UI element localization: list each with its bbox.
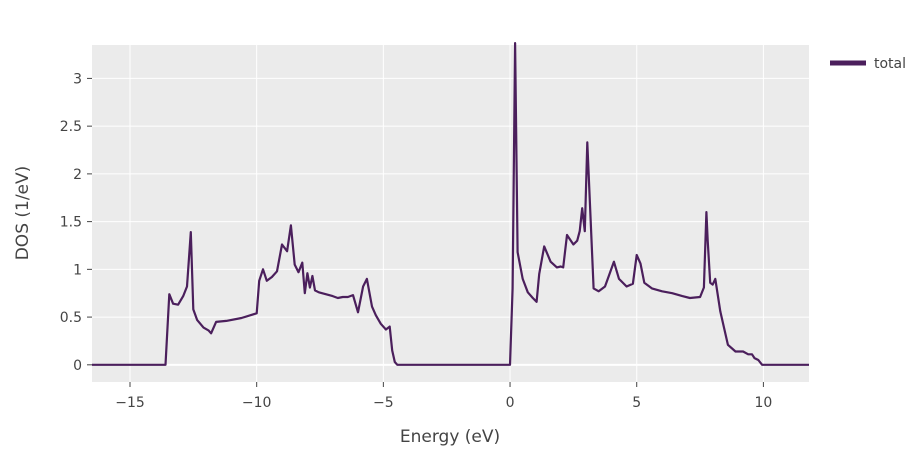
x-tick-label: 10 — [754, 395, 772, 411]
series-line-total — [92, 41, 809, 366]
y-axis-title: DOS (1/eV) — [13, 166, 33, 261]
x-tick-label: 5 — [632, 395, 641, 411]
y-axis: 0 0.5 1 1.5 2 2.5 3 — [60, 71, 92, 374]
y-tick-label: 0.5 — [60, 310, 82, 326]
x-tick-label: −15 — [115, 395, 145, 411]
legend[interactable]: total — [830, 56, 906, 72]
x-axis-title: Energy (eV) — [400, 427, 500, 447]
y-tick-label: 3 — [73, 71, 82, 87]
x-tick-label: 0 — [506, 395, 515, 411]
x-tick-label: −10 — [242, 395, 272, 411]
x-tick-label: −5 — [373, 395, 394, 411]
y-tick-label: 1 — [73, 262, 82, 278]
y-tick-label: 2.5 — [60, 119, 82, 135]
y-tick-label: 2 — [73, 167, 82, 183]
legend-label-total: total — [874, 56, 906, 72]
series-lines — [92, 41, 809, 366]
grid-lines — [92, 45, 809, 382]
plot-background — [92, 45, 809, 382]
y-tick-label: 0 — [73, 358, 82, 374]
y-tick-label: 1.5 — [60, 215, 82, 231]
x-axis: −15 −10 −5 0 5 10 — [115, 382, 772, 411]
